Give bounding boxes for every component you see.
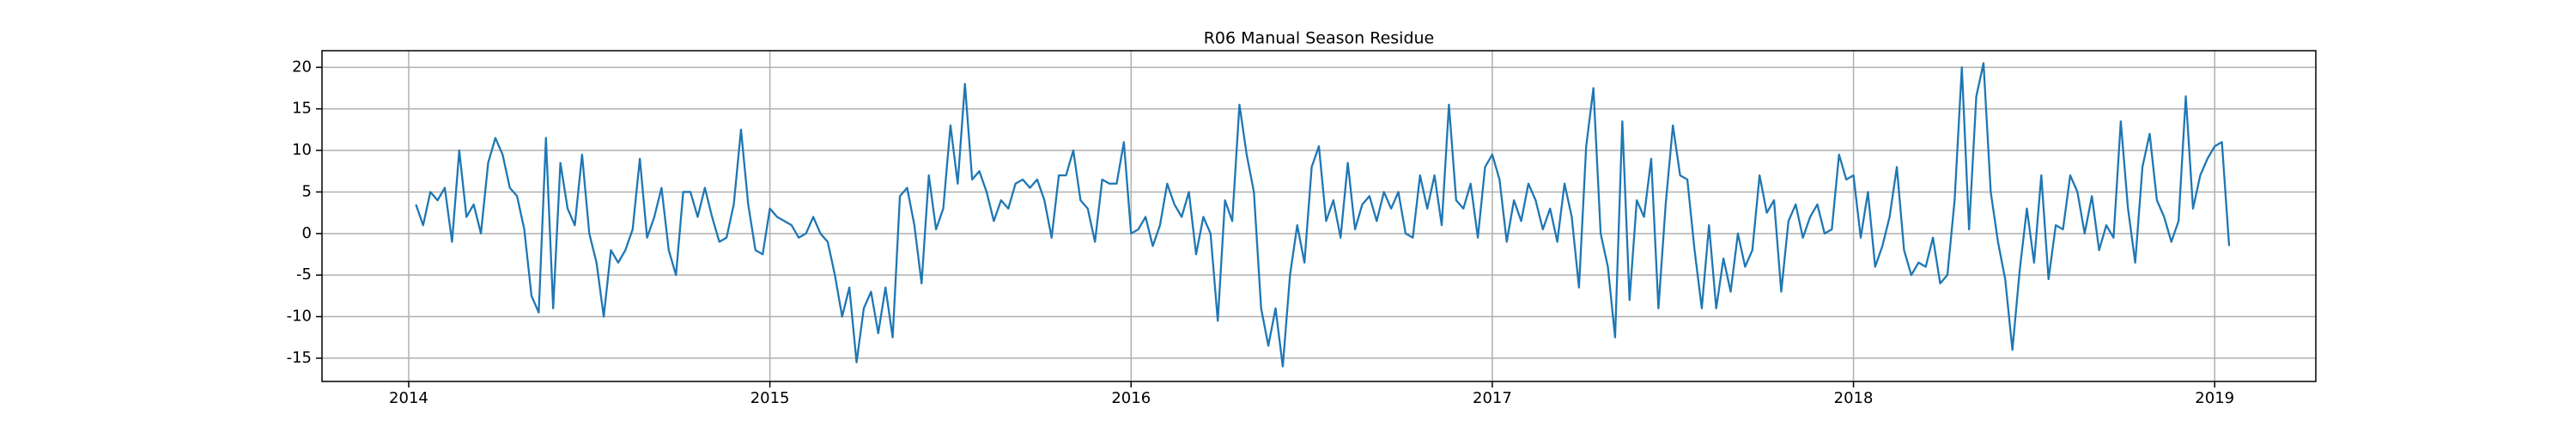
y-tick-label: 0 bbox=[302, 224, 312, 242]
x-tick-label: 2015 bbox=[750, 389, 790, 407]
y-tick-label: 15 bbox=[292, 100, 312, 118]
x-tick-label: 2018 bbox=[1834, 389, 1874, 407]
x-tick-label: 2014 bbox=[389, 389, 428, 407]
y-tick-label: -15 bbox=[287, 349, 312, 367]
y-tick-label: 10 bbox=[292, 141, 312, 159]
y-tick-label: -5 bbox=[296, 265, 312, 284]
y-tick-label: 20 bbox=[292, 58, 312, 76]
plot-frame bbox=[321, 50, 2317, 382]
series-line bbox=[415, 62, 2231, 368]
y-tick-label: 5 bbox=[302, 182, 312, 200]
chart-title: R06 Manual Season Residue bbox=[1204, 29, 1435, 48]
x-tick-label: 2019 bbox=[2195, 389, 2234, 407]
y-tick-label: -10 bbox=[287, 308, 312, 326]
ticks: -15 -10 -5 0 5 10 15 20 2014 2015 2016 2017 2018 2019 bbox=[287, 58, 2235, 407]
plot-lines bbox=[415, 62, 2231, 368]
x-tick-label: 2017 bbox=[1473, 389, 1512, 407]
x-tick-label: 2016 bbox=[1111, 389, 1151, 407]
